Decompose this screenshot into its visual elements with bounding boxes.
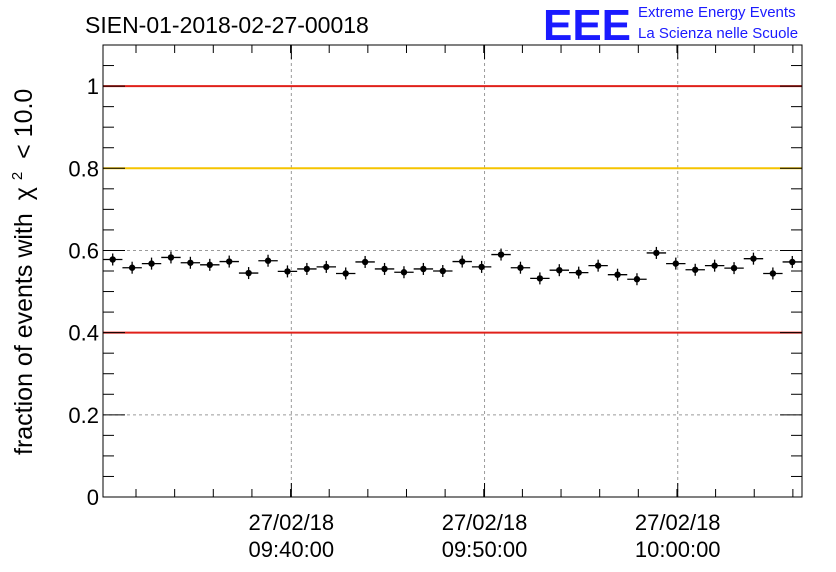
data-point: [141, 257, 162, 270]
data-point-marker: [148, 260, 155, 267]
data-point-marker: [187, 259, 194, 266]
data-point-marker: [303, 265, 311, 273]
x-axis: 27/02/1809:40:0027/02/1809:50:0027/02/18…: [135, 45, 794, 562]
x-tick-label-time: 10:00:00: [635, 537, 721, 562]
eee-logo-line2: La Scienza nelle Scuole: [638, 25, 798, 42]
y-tick-label: 1: [87, 74, 99, 99]
data-point: [627, 273, 647, 286]
data-point: [219, 255, 239, 268]
data-point: [782, 255, 802, 268]
data-point: [491, 248, 511, 261]
data-point: [374, 262, 395, 275]
x-tick-label-date: 27/02/18: [442, 510, 528, 535]
data-point-marker: [264, 257, 272, 264]
data-point-marker: [420, 265, 427, 273]
data-point-marker: [653, 249, 660, 257]
data-points: [103, 246, 802, 286]
data-point-marker: [400, 269, 408, 276]
y-axis-label: fraction of events with χ 2 < 10.0: [0, 89, 38, 455]
data-point-marker: [789, 258, 796, 266]
data-point-marker: [594, 262, 602, 269]
data-point: [763, 267, 783, 280]
y-axis-label-suffix: < 10.0: [10, 89, 38, 159]
data-point-marker: [459, 258, 466, 265]
data-point-marker: [167, 254, 175, 261]
data-point-marker: [711, 262, 718, 269]
data-point: [297, 262, 317, 275]
y-tick-label: 0: [87, 485, 99, 510]
data-point-marker: [323, 263, 330, 271]
data-point: [666, 257, 686, 270]
data-point: [471, 260, 492, 273]
x-tick-label-time: 09:40:00: [249, 537, 335, 562]
data-point-marker: [672, 260, 679, 267]
y-tick-label: 0.8: [68, 156, 99, 181]
data-point: [646, 246, 667, 259]
data-point-marker: [439, 267, 446, 275]
data-point: [588, 259, 608, 272]
data-point-marker: [206, 261, 213, 269]
data-point: [433, 265, 453, 277]
data-point: [122, 261, 142, 274]
y-tick-label: 0.4: [68, 321, 99, 346]
data-point-marker: [109, 256, 116, 263]
reference-lines: [103, 85, 802, 334]
data-point: [704, 259, 725, 272]
data-point-marker: [226, 258, 233, 265]
eee-logo-line1: Extreme Energy Events: [638, 4, 796, 21]
data-point-marker: [556, 266, 563, 274]
data-point: [394, 266, 414, 279]
data-point: [316, 260, 336, 273]
data-point-marker: [614, 271, 621, 278]
data-point: [569, 266, 589, 279]
data-point-marker: [633, 276, 641, 283]
data-point-marker: [536, 275, 544, 282]
eee-logo-mark: EEE: [543, 1, 631, 50]
data-point: [355, 255, 375, 268]
data-point-marker: [361, 258, 369, 266]
data-point: [161, 251, 181, 264]
eee-logo: EEE Extreme Energy Events La Scienza nel…: [543, 1, 798, 50]
data-point-marker: [769, 270, 777, 277]
y-tick-label: 0.6: [68, 238, 99, 263]
data-point: [607, 268, 628, 281]
data-point: [685, 263, 705, 276]
data-point-marker: [245, 269, 252, 277]
data-point-marker: [730, 264, 738, 272]
data-point: [724, 262, 744, 275]
x-tick-label-time: 09:50:00: [442, 537, 528, 562]
y-axis-label-text: fraction of events with: [10, 213, 38, 455]
x-tick-label-date: 27/02/18: [249, 510, 335, 535]
data-point: [743, 252, 764, 265]
y-axis: 0 0.2 0.4 0.6 0.8 1: [68, 44, 802, 510]
data-point: [258, 254, 278, 267]
data-point-marker: [497, 251, 505, 258]
data-point: [277, 265, 298, 278]
data-point-marker: [692, 266, 699, 273]
y-axis-label-symbol: χ: [10, 187, 38, 200]
data-point: [103, 253, 123, 266]
chart-title: SIEN-01-2018-02-27-00018: [85, 12, 369, 38]
data-point-marker: [284, 268, 291, 275]
data-point: [549, 264, 569, 277]
data-point: [238, 267, 259, 280]
data-point-marker: [575, 269, 582, 276]
data-point: [180, 256, 201, 269]
data-point: [452, 255, 472, 268]
y-axis-label-sup: 2: [9, 172, 26, 180]
data-point-marker: [750, 255, 757, 262]
data-point: [200, 258, 220, 271]
data-point-marker: [517, 264, 524, 271]
data-point-marker: [478, 263, 485, 271]
data-point-marker: [128, 264, 136, 271]
data-point: [530, 272, 550, 285]
y-tick-label: 0.2: [68, 403, 99, 428]
data-point: [413, 262, 434, 275]
data-point: [336, 267, 356, 280]
data-point: [510, 261, 531, 274]
x-tick-label-date: 27/02/18: [635, 510, 721, 535]
data-point-marker: [381, 265, 388, 273]
data-point-marker: [342, 270, 349, 277]
